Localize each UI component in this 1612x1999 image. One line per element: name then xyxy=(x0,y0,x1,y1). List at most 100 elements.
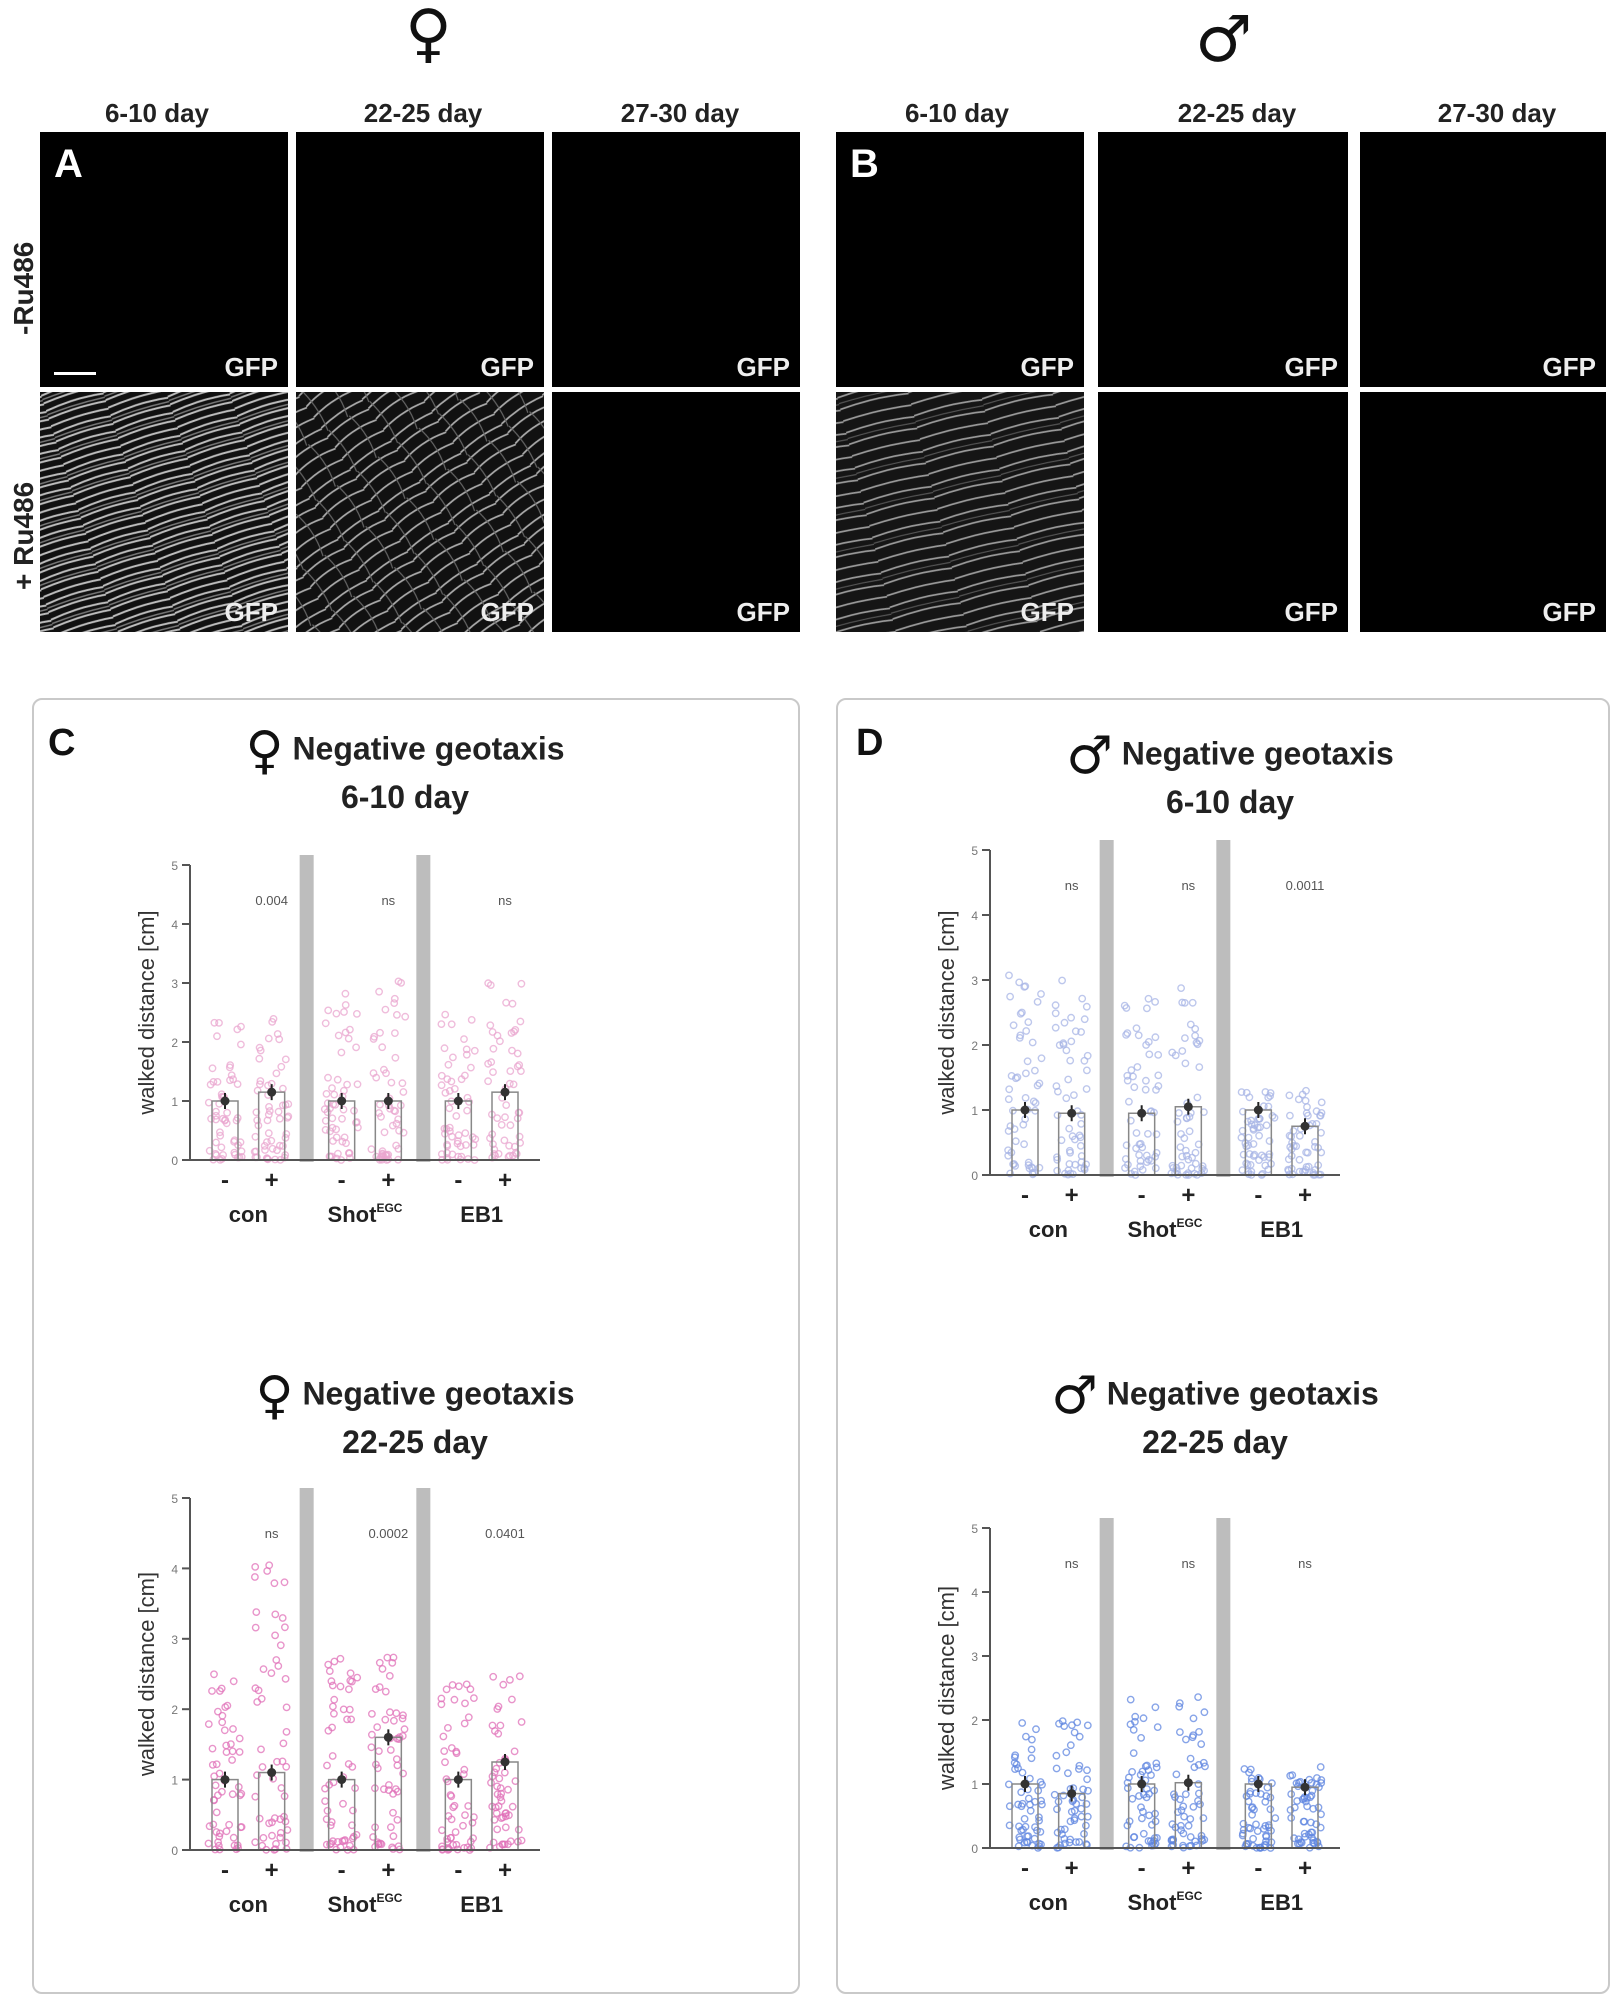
scatter-point xyxy=(1144,1766,1153,1775)
stat-annotation: ns xyxy=(381,893,395,908)
scatter-point xyxy=(1125,1817,1134,1826)
chart-title: Negative geotaxis xyxy=(302,1375,575,1412)
panel-label-c: C xyxy=(48,722,76,764)
scatter-point xyxy=(256,1046,265,1055)
micrograph-male-minus-27-30: GFP xyxy=(1360,132,1606,387)
scatter-point xyxy=(280,1578,289,1587)
scatter-point xyxy=(1122,1004,1131,1012)
condition-label: - xyxy=(1254,1182,1262,1209)
scatter-point xyxy=(508,999,517,1008)
group-separator xyxy=(1216,840,1231,1177)
scatter-point xyxy=(1016,1009,1025,1018)
scatter-point xyxy=(1290,1834,1298,1843)
scatter-point xyxy=(1173,1117,1182,1126)
scatter-point xyxy=(212,1138,220,1147)
scatter-point xyxy=(1129,1749,1138,1758)
scatter-point xyxy=(1266,1805,1275,1814)
scatter-point xyxy=(497,1797,506,1805)
scatter-point xyxy=(1151,1164,1160,1173)
scatter-point xyxy=(516,1067,525,1076)
scatter-point xyxy=(510,1747,519,1756)
scatter-point xyxy=(1076,1141,1085,1150)
scatter-point xyxy=(212,1760,221,1769)
scatter-point xyxy=(207,1114,216,1123)
scatter-point xyxy=(229,1725,237,1733)
scatter-point xyxy=(508,1046,516,1055)
y-tick-label: 5 xyxy=(971,844,978,858)
scatter-point xyxy=(1195,1063,1204,1072)
scatter-point xyxy=(486,1134,494,1143)
scatter-point xyxy=(208,1760,217,1769)
scatter-point xyxy=(1067,1013,1076,1022)
scatter-point xyxy=(445,1104,454,1113)
scatter-point xyxy=(1151,1703,1160,1712)
scatter-point xyxy=(1268,1112,1277,1120)
scatter-point xyxy=(1191,1024,1200,1033)
scatter-point xyxy=(1308,1828,1317,1837)
scatter-point xyxy=(252,1608,261,1617)
scatter-point xyxy=(466,1685,475,1694)
scatter-point xyxy=(1074,1765,1083,1773)
scatter-point xyxy=(454,1131,463,1140)
scatter-point xyxy=(1249,1152,1258,1160)
female-symbol: ♀ xyxy=(245,721,284,781)
scatter-point xyxy=(381,1687,390,1696)
scatter-point xyxy=(275,1035,284,1044)
scatter-point xyxy=(1123,1029,1132,1038)
scatter-point xyxy=(486,1021,495,1030)
scatter-point xyxy=(1316,1111,1325,1120)
scatter-point xyxy=(352,1118,360,1127)
scatter-point xyxy=(1021,1093,1030,1102)
group-label: ShotEGC xyxy=(1128,1889,1203,1915)
scatter-point xyxy=(444,1060,453,1069)
scatter-point xyxy=(227,1071,236,1080)
scatter-point xyxy=(1022,1027,1031,1035)
condition-label: - xyxy=(454,1167,462,1194)
scatter-point xyxy=(1175,1702,1184,1711)
scatter-point xyxy=(1142,1004,1151,1013)
scatter-point xyxy=(1194,1693,1202,1702)
scatter-point xyxy=(1058,976,1067,985)
scatter-point xyxy=(1178,998,1187,1007)
mean-marker xyxy=(1020,1105,1030,1115)
group-label: EB1 xyxy=(460,1202,503,1227)
condition-label: - xyxy=(1021,1182,1029,1209)
scatter-point xyxy=(487,1778,495,1787)
scatter-point xyxy=(327,1677,336,1686)
scatter-point xyxy=(257,1745,265,1754)
gfp-label: GFP xyxy=(480,352,534,382)
scatter-point xyxy=(440,1044,449,1053)
scatter-point xyxy=(281,1133,290,1142)
micrograph-female-plus-22-25: GFP xyxy=(296,392,544,632)
scatter-point xyxy=(1144,1155,1153,1164)
scatter-point xyxy=(348,1806,357,1815)
mean-marker xyxy=(267,1087,277,1097)
scatter-point xyxy=(343,1715,352,1724)
scatter-point xyxy=(1037,990,1045,998)
scatter-point xyxy=(323,1761,331,1770)
scatter-point xyxy=(1124,1097,1133,1106)
scatter-point xyxy=(204,1720,213,1729)
scatter-point xyxy=(1005,1821,1014,1830)
scatter-point xyxy=(265,1102,273,1111)
scatter-point xyxy=(338,1137,347,1146)
group-label-superscript: EGC xyxy=(1176,1889,1202,1903)
scatter-point xyxy=(1059,1040,1068,1049)
scatter-point xyxy=(329,1137,337,1145)
scatter-point xyxy=(1080,1015,1089,1024)
scatter-point xyxy=(1037,1054,1046,1063)
scatter-point xyxy=(449,1803,458,1812)
scatter-point xyxy=(255,1054,264,1063)
scatter-point xyxy=(388,1658,397,1667)
scatter-point xyxy=(1171,1051,1180,1060)
scatter-point xyxy=(1181,1146,1190,1155)
scatter-point xyxy=(1132,1024,1141,1033)
micrograph-male-plus-27-30: GFP xyxy=(1360,392,1606,632)
scatter-point xyxy=(222,1748,231,1756)
scatter-point xyxy=(1255,1131,1263,1140)
scatter-point xyxy=(267,1136,276,1145)
y-tick-label: 2 xyxy=(971,1714,978,1728)
mean-marker xyxy=(1183,1778,1193,1788)
scatter-point xyxy=(466,1063,475,1072)
